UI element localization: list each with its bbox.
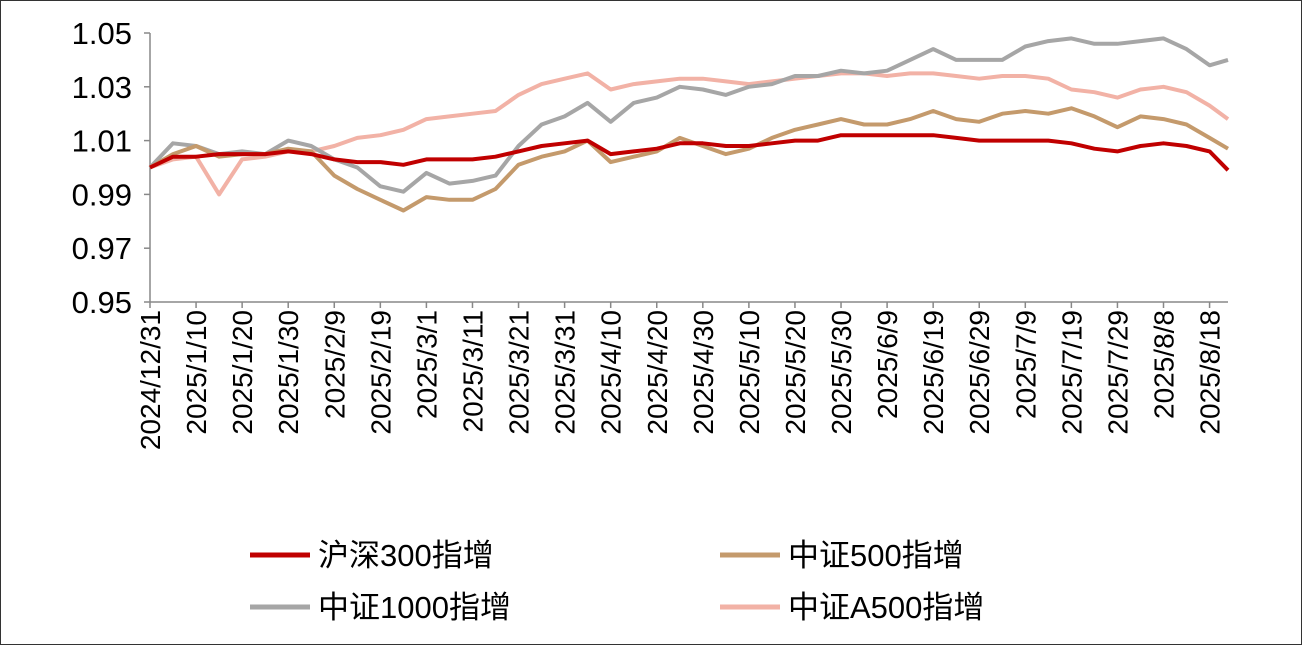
y-tick-label: 1.01 — [72, 124, 132, 159]
x-tick-label: 2024/12/31 — [135, 310, 166, 450]
x-tick-label: 2025/1/20 — [227, 310, 258, 435]
legend-label: 中证1000指增 — [318, 590, 511, 625]
y-tick-label: 1.05 — [72, 16, 132, 51]
x-tick-label: 2025/8/8 — [1149, 310, 1180, 419]
legend-label: 沪深300指增 — [318, 538, 494, 573]
x-tick-label: 2025/7/9 — [1010, 310, 1041, 419]
x-tick-label: 2025/7/29 — [1102, 310, 1133, 435]
y-tick-label: 0.95 — [72, 285, 132, 320]
x-tick-label: 2025/5/20 — [780, 310, 811, 435]
x-tick-label: 2025/1/30 — [273, 310, 304, 435]
series-line — [149, 71, 1230, 197]
x-tick-label: 2025/4/30 — [688, 310, 719, 435]
x-tick-label: 2025/6/19 — [918, 310, 949, 435]
x-tick-label: 2025/8/18 — [1195, 310, 1226, 435]
x-tick-label: 2025/4/20 — [642, 310, 673, 435]
x-tick-label: 2025/4/10 — [596, 310, 627, 435]
x-tick-label: 2025/6/29 — [964, 310, 995, 435]
legend-label: 中证500指增 — [788, 538, 964, 573]
x-tick-label: 2025/1/10 — [181, 310, 212, 435]
x-tick-label: 2025/3/21 — [504, 310, 535, 435]
x-tick-label: 2025/3/31 — [550, 310, 581, 435]
series-line — [149, 133, 1230, 172]
legend-label: 中证A500指增 — [788, 590, 984, 625]
x-tick-label: 2025/5/10 — [734, 310, 765, 435]
x-tick-label: 2025/3/11 — [457, 310, 488, 433]
x-tick-label: 2025/6/9 — [872, 310, 903, 419]
y-tick-label: 0.99 — [72, 177, 132, 212]
x-tick-label: 2025/3/1 — [411, 310, 442, 419]
x-tick-label: 2025/2/19 — [365, 310, 396, 435]
y-tick-label: 0.97 — [72, 231, 132, 266]
y-tick-label: 1.03 — [72, 70, 132, 105]
x-tick-label: 2025/5/30 — [826, 310, 857, 435]
x-tick-label: 2025/7/19 — [1056, 310, 1087, 435]
x-tick-label: 2025/2/9 — [319, 310, 350, 419]
